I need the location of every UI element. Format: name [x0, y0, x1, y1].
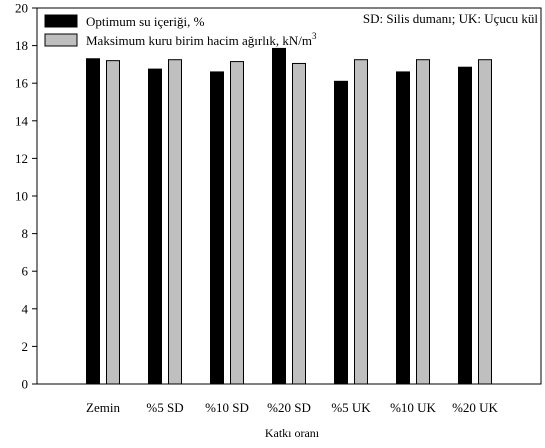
y-tick-label: 8 [22, 226, 29, 241]
x-tick-label: %20 SD [267, 400, 311, 415]
bar-maksimum [106, 60, 120, 385]
y-tick-label: 10 [15, 189, 28, 204]
bar-optimum [148, 68, 162, 385]
bar-maksimum [478, 59, 492, 385]
legend-label-maksimum: Maksimum kuru birim hacim ağırlık, kN/m3 [86, 31, 317, 48]
y-tick-label: 4 [22, 301, 29, 316]
x-tick-label: %10 SD [205, 400, 249, 415]
legend: Optimum su içeriği, % Maksimum kuru biri… [44, 14, 317, 48]
bar-optimum [272, 47, 286, 385]
legend-label-optimum: Optimum su içeriği, % [86, 14, 205, 29]
bar-maksimum [292, 62, 306, 385]
y-tick-label: 12 [15, 151, 28, 166]
x-tick-label: %5 SD [146, 400, 183, 415]
bar-maksimum [354, 59, 368, 385]
y-axis: 0 2 4 6 8 10 12 14 16 18 20 [15, 1, 37, 392]
y-tick-label: 18 [15, 38, 28, 53]
bar-maksimum [168, 59, 182, 385]
x-tick-label: %10 UK [390, 400, 436, 415]
legend-swatch-maksimum [44, 33, 78, 47]
y-tick-label: 6 [22, 264, 29, 279]
bars [86, 47, 492, 385]
legend-swatch-optimum [44, 14, 78, 28]
y-tick-label: 0 [22, 377, 29, 392]
legend-label-superscript: 3 [312, 31, 317, 41]
bar-optimum [458, 66, 472, 385]
bar-optimum [86, 58, 100, 385]
bar-optimum [334, 80, 348, 385]
x-axis: Zemin %5 SD %10 SD %20 SD %5 UK %10 UK %20 UK [86, 400, 499, 415]
x-tick-label: Zemin [86, 400, 120, 415]
y-tick-label: 2 [22, 339, 29, 354]
legend-label-maksimum-text: Maksimum kuru birim hacim ağırlık, kN/m [86, 33, 312, 48]
bar-optimum [396, 71, 410, 385]
y-tick-label: 14 [15, 113, 29, 128]
bar-optimum [210, 71, 224, 385]
x-tick-label: %20 UK [452, 400, 498, 415]
y-tick-label: 16 [15, 76, 29, 91]
bar-maksimum [416, 59, 430, 385]
y-tick-label: 20 [15, 1, 28, 16]
abbreviation-note: SD: Silis dumanı; UK: Uçucu kül [363, 11, 539, 26]
bar-maksimum [230, 61, 244, 385]
x-axis-title: Katkı oranı [265, 426, 320, 440]
x-tick-label: %5 UK [331, 400, 371, 415]
